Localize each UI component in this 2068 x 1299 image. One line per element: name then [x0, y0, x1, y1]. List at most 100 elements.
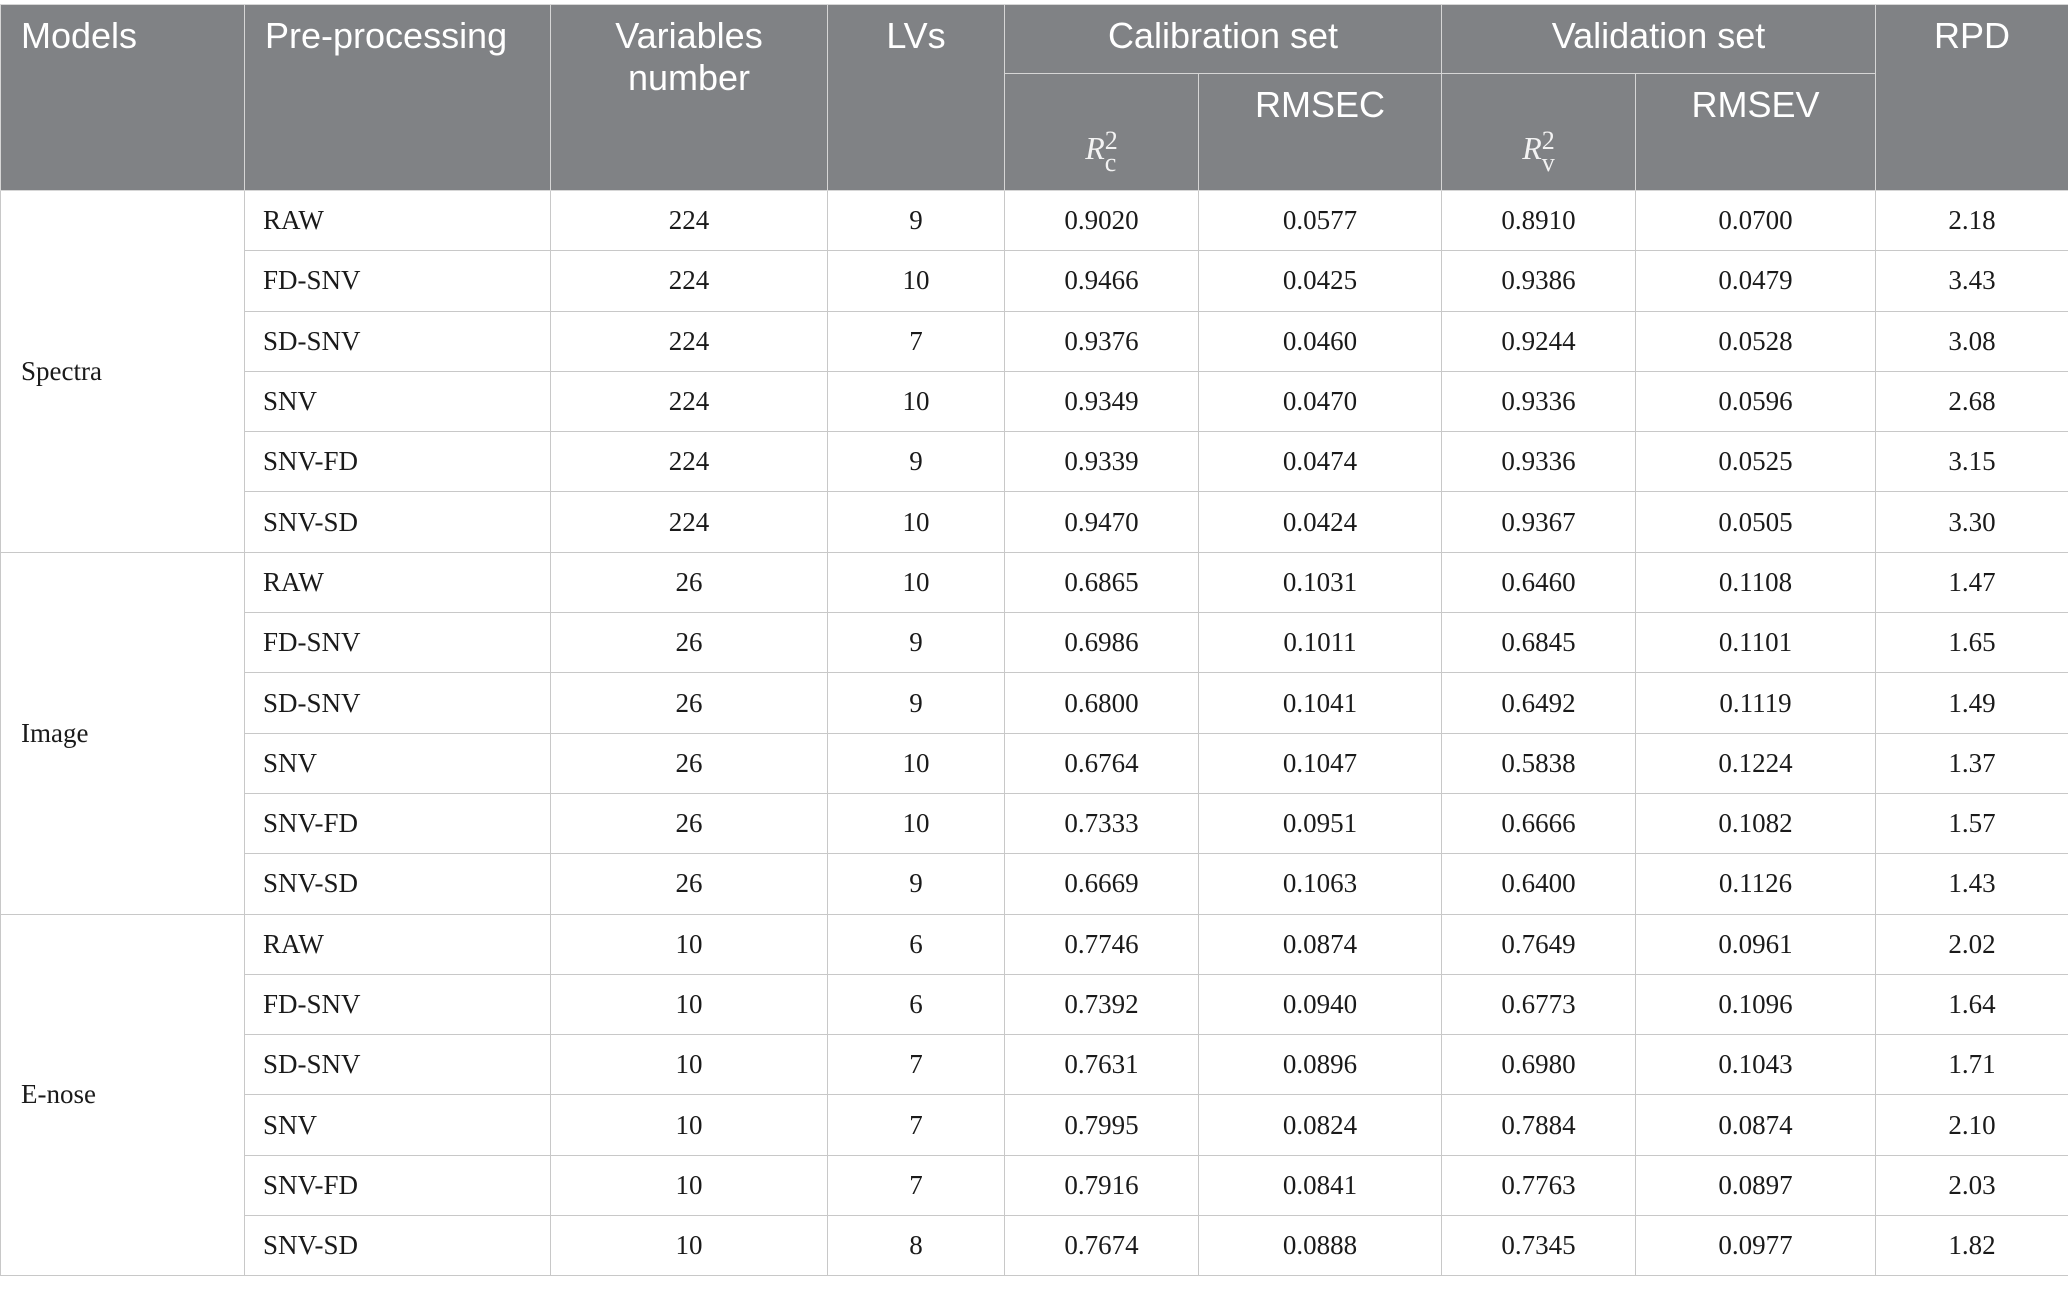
rpd-cell: 1.65	[1875, 612, 2068, 674]
header-validation-set: Validation set	[1441, 4, 1876, 74]
table-row: Image RAW 26 10 0.6865 0.1031 0.6460 0.1108 1.47	[0, 551, 2068, 915]
r2v-cell: 0.5838	[1441, 732, 1636, 794]
rmsec-cell: 0.0460	[1198, 310, 1442, 372]
rmsec-cell: 0.0888	[1198, 1215, 1442, 1277]
r2v-cell: 0.7345	[1441, 1215, 1636, 1277]
r2v-sub: v	[1541, 148, 1555, 177]
variables-number-cell: 10	[550, 1034, 828, 1096]
rmsec-cell: 0.1031	[1198, 551, 1442, 614]
r2c-cell: 0.7674	[1004, 1215, 1199, 1277]
variables-number-cell: 26	[550, 853, 828, 915]
rpd-cell: 2.68	[1875, 370, 2068, 433]
preprocessing-cell: FD-SNV	[244, 250, 551, 312]
rmsec-cell: 0.0474	[1198, 431, 1442, 493]
table-row: SD-SNV 10 7 0.7631 0.0896 0.6980 0.1043 1.71	[1, 1034, 2068, 1096]
rmsec-cell: 0.1011	[1198, 612, 1442, 674]
r2v-cell: 0.7649	[1441, 913, 1636, 975]
preprocessing-cell: FD-SNV	[244, 612, 551, 674]
r2c-cell: 0.7631	[1004, 1034, 1199, 1096]
r2v-cell: 0.6773	[1441, 973, 1636, 1036]
variables-number-cell: 224	[550, 310, 828, 372]
rpd-cell: 2.03	[1875, 1154, 2068, 1217]
r2c-cell: 0.7333	[1004, 792, 1199, 855]
variables-number-cell: 10	[550, 1094, 828, 1156]
r2c-cell: 0.7995	[1004, 1094, 1199, 1156]
r2v-cell: 0.6460	[1441, 551, 1636, 614]
rpd-cell: 1.49	[1875, 672, 2068, 734]
rpd-cell: 2.10	[1875, 1094, 2068, 1156]
rmsev-cell: 0.1119	[1635, 672, 1876, 734]
rmsev-cell: 0.1224	[1635, 732, 1876, 794]
lvs-cell: 7	[827, 1034, 1005, 1096]
table-row: E-nose RAW 10 6 0.7746 0.0874 0.7649 0.0961 2.02	[0, 913, 2068, 1277]
variables-number-cell: 26	[550, 792, 828, 855]
lvs-cell: 10	[827, 250, 1005, 312]
table-row: FD-SNV 224 10 0.9466 0.0425 0.9386 0.0479 3.43	[1, 250, 2068, 312]
preprocessing-cell: SNV-FD	[244, 431, 551, 493]
variables-number-cell: 10	[550, 1215, 828, 1277]
header-lvs: LVs	[827, 4, 1005, 191]
rmsec-cell: 0.0577	[1198, 189, 1442, 252]
preprocessing-cell: SNV-SD	[244, 1215, 551, 1277]
r2v-cell: 0.9386	[1441, 250, 1636, 312]
table-row: SD-SNV 224 7 0.9376 0.0460 0.9244 0.0528 3.08	[1, 310, 2068, 372]
lvs-cell: 9	[827, 189, 1005, 252]
r2v-cell: 0.9336	[1441, 370, 1636, 433]
rmsev-cell: 0.0977	[1635, 1215, 1876, 1277]
rmsec-cell: 0.1047	[1198, 732, 1442, 794]
table-row: SD-SNV 26 9 0.6800 0.1041 0.6492 0.1119 1.49	[1, 672, 2068, 734]
r2c-sup: 2	[1104, 126, 1118, 155]
rmsev-cell: 0.1043	[1635, 1034, 1876, 1096]
r2c-cell: 0.9470	[1004, 491, 1199, 553]
lvs-cell: 10	[827, 551, 1005, 614]
r2c-cell: 0.6764	[1004, 732, 1199, 794]
rmsec-cell: 0.0470	[1198, 370, 1442, 433]
rmsec-cell: 0.0425	[1198, 250, 1442, 312]
rpd-cell: 1.57	[1875, 792, 2068, 855]
model-cell: Spectra	[0, 190, 245, 553]
r2v-cell: 0.6492	[1441, 672, 1636, 734]
lvs-cell: 10	[827, 792, 1005, 855]
table-row: FD-SNV 10 6 0.7392 0.0940 0.6773 0.1096 1.64	[1, 973, 2068, 1036]
r2c-cell: 0.6669	[1004, 853, 1199, 915]
variables-number-cell: 26	[550, 672, 828, 734]
variables-number-cell: 224	[550, 431, 828, 493]
header-preprocessing: Pre-processing	[244, 4, 551, 191]
rpd-cell: 1.47	[1875, 551, 2068, 614]
preprocessing-cell: RAW	[244, 913, 551, 975]
r2c-cell: 0.9349	[1004, 370, 1199, 433]
rmsev-cell: 0.0596	[1635, 370, 1876, 433]
r2v-sup: 2	[1541, 126, 1555, 155]
rpd-cell: 2.02	[1875, 913, 2068, 975]
preprocessing-cell: SNV	[244, 1094, 551, 1156]
rmsev-cell: 0.1082	[1635, 792, 1876, 855]
rmsec-cell: 0.0896	[1198, 1034, 1442, 1096]
rpd-cell: 1.43	[1875, 853, 2068, 915]
variables-number-cell: 224	[550, 370, 828, 433]
header-variables-number: Variables number	[550, 4, 828, 191]
r2v-cell: 0.8910	[1441, 189, 1636, 252]
preprocessing-cell: SNV	[244, 370, 551, 433]
preprocessing-cell: SD-SNV	[244, 1034, 551, 1096]
rmsev-cell: 0.0528	[1635, 310, 1876, 372]
lvs-cell: 10	[827, 370, 1005, 433]
lvs-cell: 9	[827, 612, 1005, 674]
preprocessing-cell: SNV-SD	[244, 491, 551, 553]
rmsec-cell: 0.1063	[1198, 853, 1442, 915]
header-rmsev: RMSEV	[1635, 73, 1876, 191]
r2c-cell: 0.7916	[1004, 1154, 1199, 1217]
lvs-cell: 6	[827, 973, 1005, 1036]
r2c-cell: 0.9339	[1004, 431, 1199, 493]
rmsev-cell: 0.0525	[1635, 431, 1876, 493]
rpd-cell: 1.71	[1875, 1034, 2068, 1096]
lvs-cell: 7	[827, 1094, 1005, 1156]
rpd-cell: 1.37	[1875, 732, 2068, 794]
header-rmsec: RMSEC	[1198, 73, 1442, 191]
table-row: SNV 224 10 0.9349 0.0470 0.9336 0.0596 2.68	[1, 370, 2068, 433]
r2c-cell: 0.6800	[1004, 672, 1199, 734]
table-row: SNV 10 7 0.7995 0.0824 0.7884 0.0874 2.10	[1, 1094, 2068, 1156]
rpd-cell: 3.43	[1875, 250, 2068, 312]
rmsec-cell: 0.1041	[1198, 672, 1442, 734]
variables-number-cell: 26	[550, 551, 828, 614]
r2v-cell: 0.6666	[1441, 792, 1636, 855]
